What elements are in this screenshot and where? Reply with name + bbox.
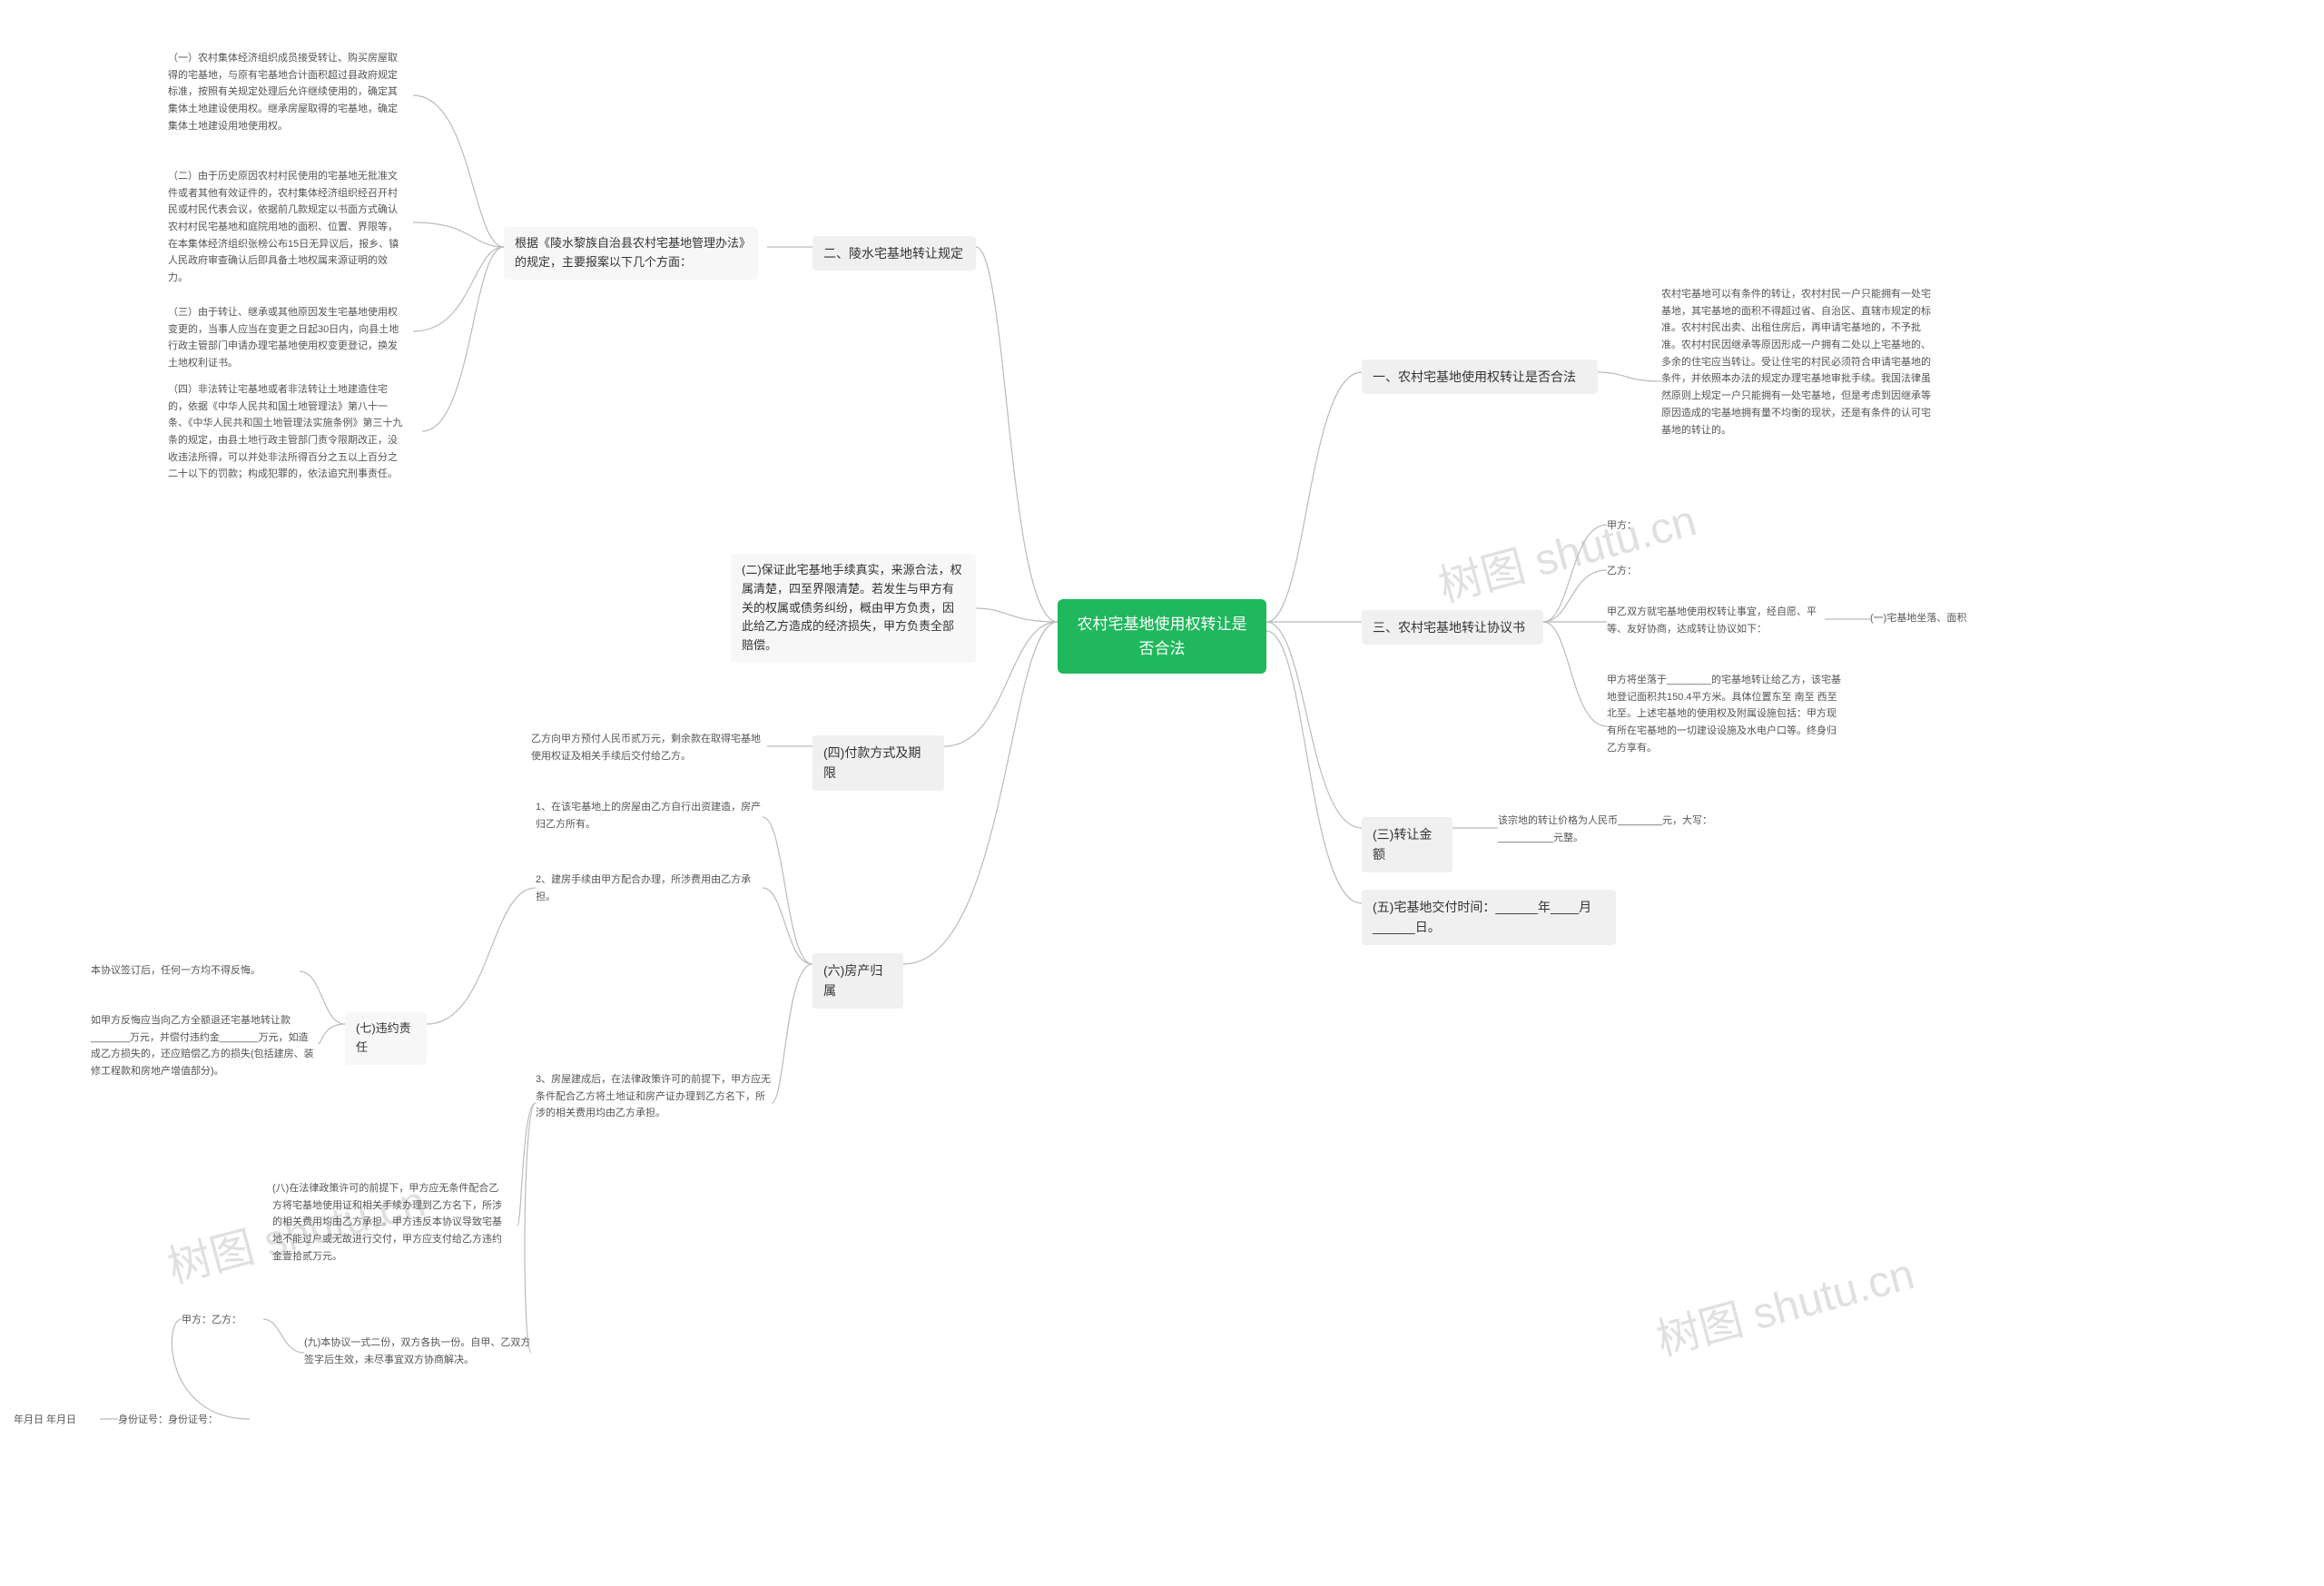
leaf-2-4: （四）非法转让宅基地或者非法转让土地建造住宅的，依据《中华人民共和国土地管理法》… <box>168 381 404 483</box>
branch-l2-sub[interactable]: 根据《陵水黎族自治县农村宅基地管理办法》的规定，主要报案以下几个方面： <box>504 227 758 280</box>
leaf-prop-1: 1、在该宅基地上的房屋由乙方自行出资建造，房产归乙方所有。 <box>536 799 763 832</box>
branch-r1[interactable]: 一、农村宅基地使用权转让是否合法 <box>1362 360 1598 394</box>
leaf-r1-content: 农村宅基地可以有条件的转让，农村村民一户只能拥有一处宅基地，其宅基地的面积不得超… <box>1661 286 1934 438</box>
leaf-date: 年月日 年月日 <box>14 1412 76 1429</box>
leaf-clause9: (九)本协议一式二份，双方各执一份。自甲、乙双方签字后生效，未尽事宜双方协商解决… <box>304 1335 531 1368</box>
leaf-2-2: （二）由于历史原因农村村民使用的宅基地无批准文件或者其他有效证件的，农村集体经济… <box>168 168 404 287</box>
center-node[interactable]: 农村宅基地使用权转让是否合法 <box>1058 599 1266 674</box>
branch-payment[interactable]: (四)付款方式及期限 <box>812 735 944 791</box>
leaf-prop-2: 2、建房手续由甲方配合办理，所涉费用由乙方承担。 <box>536 872 763 905</box>
branch-property[interactable]: (六)房产归属 <box>812 953 903 1009</box>
watermark: 树图 shutu.cn <box>1649 1238 1920 1368</box>
leaf-2-1: （一）农村集体经济组织成员接受转让、购买房屋取得的宅基地，与原有宅基地合计面积超… <box>168 50 404 134</box>
leaf-intro: 甲乙双方就宅基地使用权转让事宜，经自愿、平等、友好协商，达成转让协议如下： <box>1607 604 1825 637</box>
leaf-clause8: (八)在法律政策许可的前提下，甲方应无条件配合乙方将宅基地使用证和相关手续办理到… <box>272 1180 508 1265</box>
branch-delivery[interactable]: (五)宅基地交付时间：______年____月______日。 <box>1362 890 1616 945</box>
branch-amount[interactable]: (三)转让金额 <box>1362 817 1452 872</box>
branch-breach[interactable]: (七)违约责任 <box>345 1012 427 1065</box>
leaf-payment: 乙方向甲方预付人民币贰万元，剩余款在取得宅基地使用权证及相关手续后交付给乙方。 <box>531 731 767 764</box>
leaf-breach-1: 本协议签订后，任何一方均不得反悔。 <box>91 962 300 980</box>
leaf-prop-3: 3、房屋建成后，在法律政策许可的前提下，甲方应无条件配合乙方将土地证和房产证办理… <box>536 1071 772 1122</box>
leaf-location: 甲方将坐落于________的宅基地转让给乙方，该宅基地登记面积共150.4平方… <box>1607 672 1843 756</box>
leaf-id: 身份证号：身份证号： <box>118 1412 218 1429</box>
leaf-amount: 该宗地的转让价格为人民币________元，大写：__________元整。 <box>1498 813 1725 846</box>
leaf-yi: 乙方： <box>1607 563 1637 580</box>
branch-guarantee[interactable]: (二)保证此宅基地手续真实，来源合法，权属清楚，四至界限清楚。若发生与甲方有关的… <box>731 554 976 663</box>
leaf-sig: 甲方：乙方： <box>182 1312 241 1329</box>
leaf-2-3: （三）由于转让、继承或其他原因发生宅基地使用权变更的，当事人应当在变更之日起30… <box>168 304 404 372</box>
leaf-breach-2: 如甲方反悔应当向乙方全额退还宅基地转让款_______万元，并偿付违约金____… <box>91 1012 318 1080</box>
leaf-jia: 甲方： <box>1607 517 1637 535</box>
branch-r3[interactable]: 三、农村宅基地转让协议书 <box>1362 610 1543 645</box>
leaf-intro-note: (一)宅基地坐落、面积 <box>1870 610 1966 627</box>
branch-l2-title[interactable]: 二、陵水宅基地转让规定 <box>812 236 976 271</box>
watermark: 树图 shutu.cn <box>1431 485 1702 615</box>
